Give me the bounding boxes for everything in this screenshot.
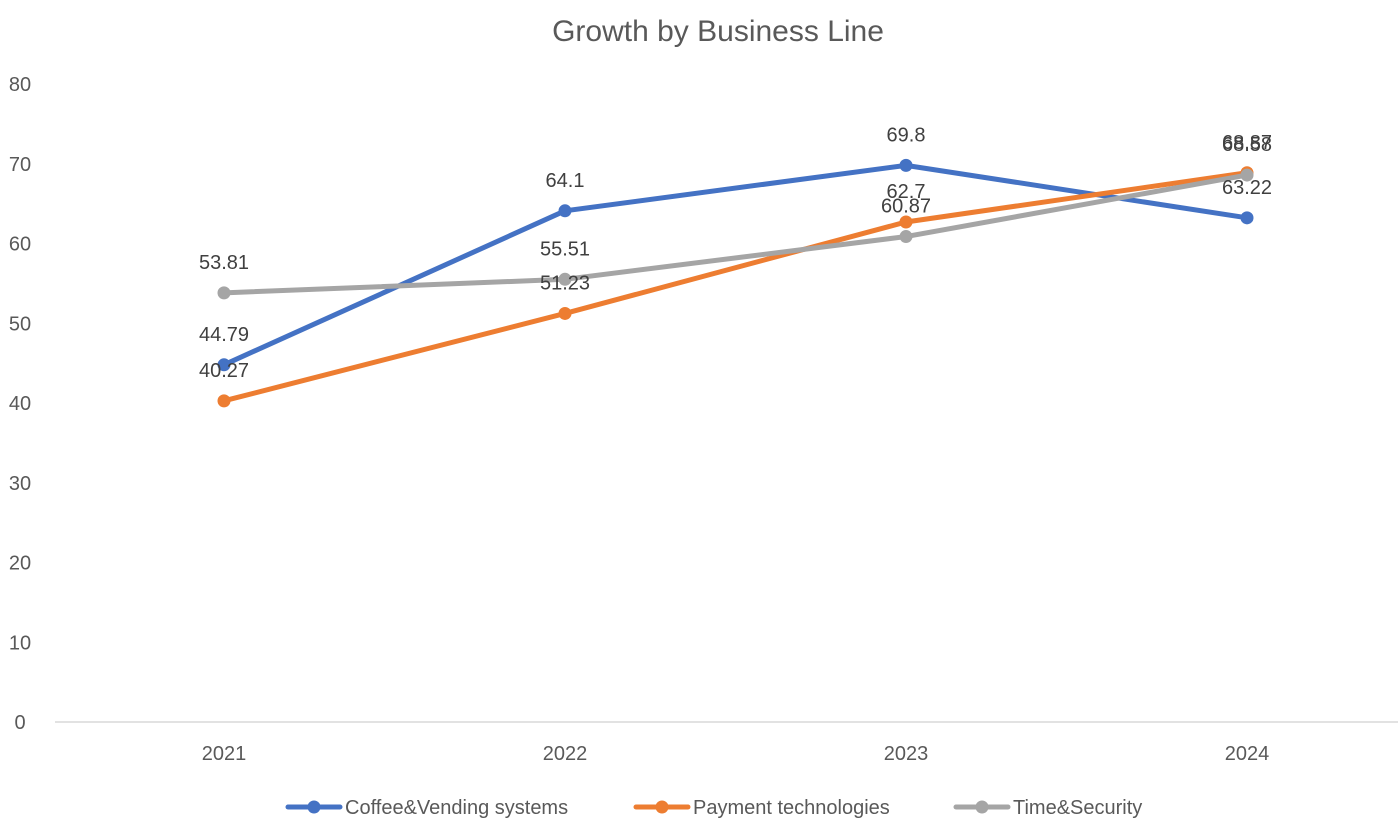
data-label: 68.58	[1222, 134, 1272, 156]
data-label: 40.27	[199, 360, 249, 382]
y-tick-label: 50	[9, 313, 31, 335]
series-group	[217, 168, 1254, 300]
legend-label: Payment technologies	[693, 797, 890, 819]
data-point	[1240, 168, 1254, 182]
data-label: 68.87	[1222, 132, 1272, 154]
y-tick-label: 0	[14, 712, 25, 734]
chart-title: Growth by Business Line	[552, 15, 884, 48]
y-tick-label: 40	[9, 393, 31, 415]
legend-marker	[975, 800, 989, 814]
x-tick-label: 2023	[884, 743, 929, 765]
series-line	[221, 170, 1250, 404]
data-label: 69.8	[887, 124, 926, 146]
x-tick-label: 2021	[202, 743, 247, 765]
y-tick-label: 20	[9, 553, 31, 575]
data-label-layer: 44.79 64.1 69.8 63.22 40.27 51.23 62.7 68.87 53.…	[199, 124, 1272, 382]
x-tick-label: 2024	[1225, 743, 1270, 765]
data-point	[899, 230, 913, 244]
legend-marker	[655, 800, 669, 814]
data-point	[217, 394, 231, 408]
series-layer	[217, 158, 1254, 408]
legend: Coffee&Vending systems Payment technologi…	[285, 797, 1142, 819]
data-point	[558, 306, 572, 320]
legend-label: Time&Security	[1013, 797, 1142, 819]
y-tick-label: 10	[9, 632, 31, 654]
data-label: 55.51	[540, 238, 590, 260]
data-label: 53.81	[199, 252, 249, 274]
axis-layer: 0 10 20 30 40 50 60 70 80 2021 2022 2023 2024	[9, 74, 1398, 765]
y-tick-label: 80	[9, 74, 31, 96]
data-label: 51.23	[540, 272, 590, 294]
data-point	[558, 272, 572, 286]
data-label: 44.79	[199, 324, 249, 346]
y-tick-label: 70	[9, 154, 31, 176]
data-label: 62.7	[887, 181, 926, 203]
series-line	[221, 172, 1250, 296]
legend-label: Coffee&Vending systems	[345, 797, 568, 819]
data-label: 64.1	[546, 170, 585, 192]
data-point	[217, 358, 231, 372]
legend-item: Coffee&Vending systems	[285, 797, 568, 819]
y-tick-label: 60	[9, 234, 31, 256]
data-label: 63.22	[1222, 177, 1272, 199]
y-tick-label: 30	[9, 473, 31, 495]
data-point	[899, 158, 913, 172]
data-point	[1240, 211, 1254, 225]
x-tick-label: 2022	[543, 743, 588, 765]
legend-marker	[307, 800, 321, 814]
data-label: 60.87	[881, 196, 931, 218]
legend-item: Time&Security	[953, 797, 1142, 819]
data-point	[217, 286, 231, 300]
data-point	[899, 215, 913, 229]
legend-item: Payment technologies	[633, 797, 890, 819]
series-group	[217, 158, 1254, 372]
data-point	[558, 204, 572, 218]
